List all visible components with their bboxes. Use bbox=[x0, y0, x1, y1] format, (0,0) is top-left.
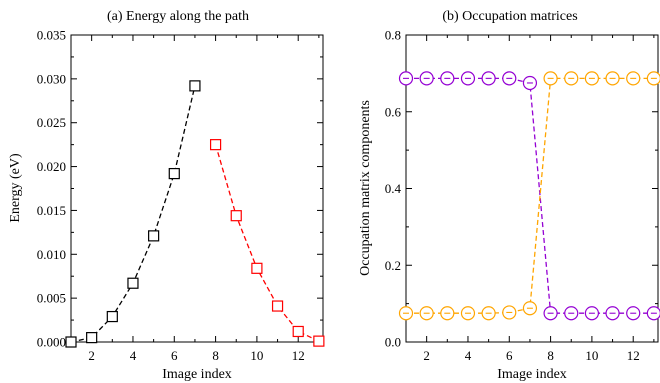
series-line-1 bbox=[70, 85, 196, 343]
data-point-square bbox=[271, 300, 284, 312]
x-tick-label: 4 bbox=[465, 348, 472, 363]
x-tick-label: 12 bbox=[292, 348, 305, 363]
y-tick-label: 0.2 bbox=[385, 258, 401, 273]
panel-a-series bbox=[65, 80, 325, 348]
panel-b-ylabel: Occupation matrix components bbox=[358, 100, 373, 276]
x-tick-label: 4 bbox=[130, 348, 137, 363]
y-tick-label: 0.000 bbox=[37, 335, 66, 350]
panel-b-xlabel: Image index bbox=[497, 367, 567, 382]
panel-b: (b) Occupation matrices 2 4 6 8 10 12 0.0 0.2 0.… bbox=[358, 9, 660, 382]
y-tick-label: 0.6 bbox=[385, 104, 402, 119]
x-tick-label: 8 bbox=[547, 348, 554, 363]
y-tick-label: 0.020 bbox=[37, 159, 66, 174]
panel-b-series bbox=[398, 71, 660, 321]
data-point-square bbox=[106, 310, 118, 323]
y-tick-label: 0.4 bbox=[385, 181, 402, 196]
y-tick-label: 0.015 bbox=[37, 203, 66, 218]
x-tick-label: 6 bbox=[506, 348, 513, 363]
series-line-1 bbox=[406, 77, 654, 314]
data-point-square bbox=[209, 139, 222, 151]
x-tick-label: 12 bbox=[627, 348, 640, 363]
data-point-square bbox=[313, 335, 325, 347]
x-tick-label: 2 bbox=[88, 348, 95, 363]
data-point-square bbox=[230, 210, 242, 222]
panel-a-ticks: 2 4 6 8 10 12 0.000 0.005 0.010 0.015 0.020 0.025 0.… bbox=[37, 28, 323, 363]
x-tick-label: 8 bbox=[212, 348, 219, 363]
data-point-square bbox=[148, 230, 160, 242]
panel-a-xlabel: Image index bbox=[162, 367, 232, 382]
data-point-square bbox=[168, 167, 180, 180]
data-point-square bbox=[65, 336, 77, 348]
data-point-square bbox=[251, 262, 263, 274]
panel-b-ticks: 2 4 6 8 10 12 0.0 0.2 0.4 0.6 0.8 bbox=[385, 28, 658, 363]
data-point-square bbox=[189, 80, 201, 92]
x-tick-label: 2 bbox=[423, 348, 430, 363]
y-tick-label: 0.0 bbox=[385, 335, 401, 350]
x-tick-label: 10 bbox=[250, 348, 263, 363]
panel-a-ylabel: Energy (eV) bbox=[8, 153, 23, 223]
y-tick-label: 0.030 bbox=[37, 71, 66, 86]
panel-a: (a) Energy along the path 2 4 6 8 10 12 0.000 0… bbox=[8, 9, 325, 382]
y-tick-label: 0.035 bbox=[37, 28, 66, 43]
data-point-square bbox=[86, 332, 98, 344]
data-point-square bbox=[292, 325, 304, 338]
y-tick-label: 0.010 bbox=[37, 247, 66, 262]
y-tick-label: 0.025 bbox=[37, 115, 66, 130]
panel-b-title: (b) Occupation matrices bbox=[442, 9, 577, 24]
y-tick-label: 0.8 bbox=[385, 28, 401, 43]
series-line-2 bbox=[214, 144, 320, 342]
series-line-2 bbox=[406, 77, 654, 314]
panel-a-title: (a) Energy along the path bbox=[107, 9, 249, 24]
data-point-square bbox=[127, 277, 139, 289]
y-tick-label: 0.005 bbox=[37, 291, 66, 306]
x-tick-label: 10 bbox=[585, 348, 598, 363]
x-tick-label: 6 bbox=[171, 348, 178, 363]
